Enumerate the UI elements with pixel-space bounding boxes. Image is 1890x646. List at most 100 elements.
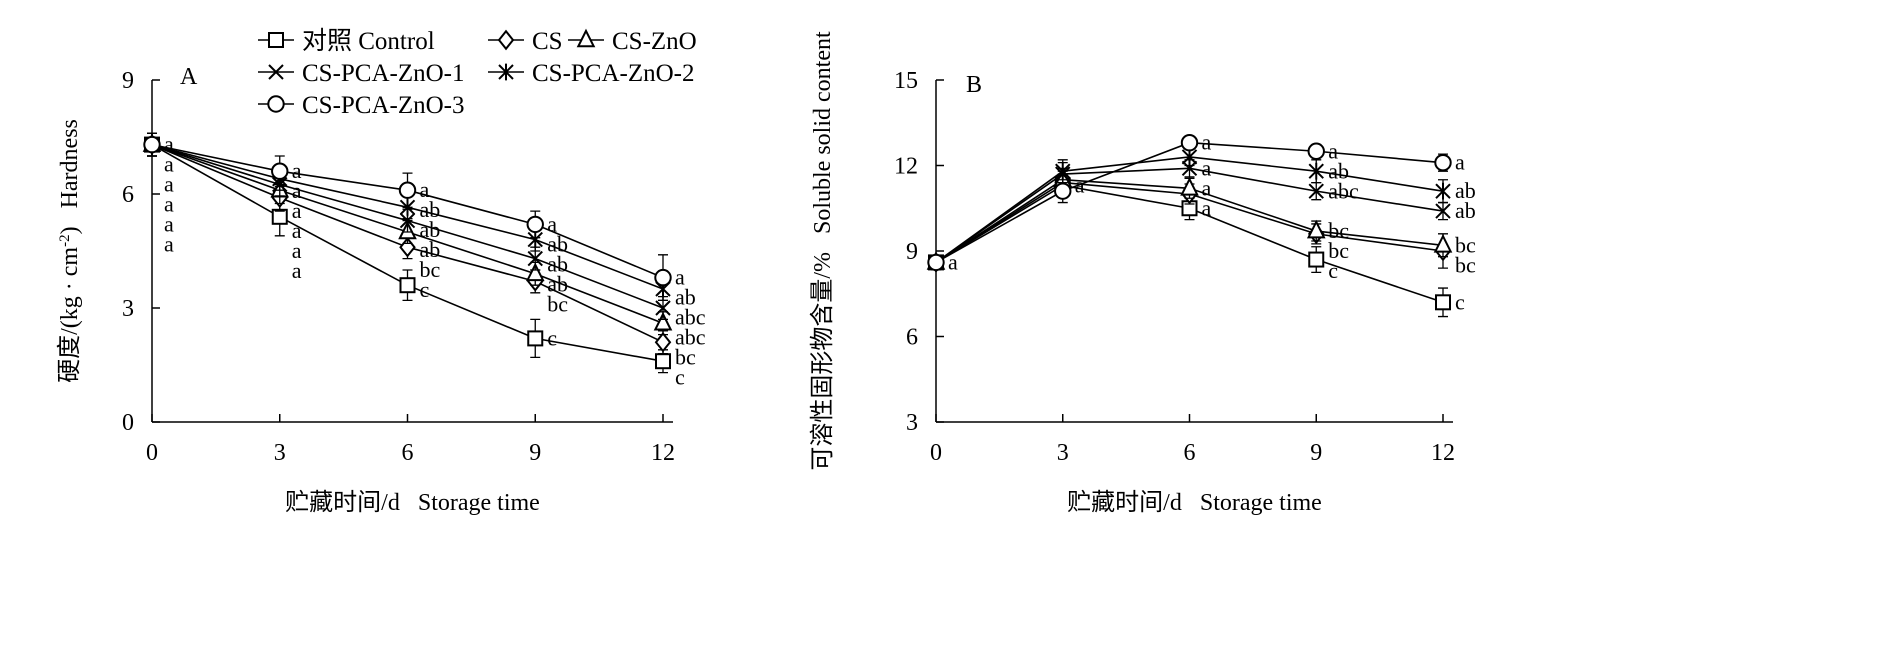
panel-letter: A (180, 64, 198, 90)
significance-label: c (1328, 258, 1338, 283)
data-point (271, 208, 288, 225)
x-axis-title-cn: 贮藏时间/d (1067, 489, 1182, 516)
legend-item: CS-PCA-ZnO-3 (258, 92, 465, 119)
x-axis-title-cn: 贮藏时间/d (285, 489, 400, 516)
significance-label: bc (1328, 218, 1349, 243)
data-point (1307, 142, 1325, 160)
significance-label: a (164, 152, 174, 177)
y-tick-label: 3 (906, 410, 918, 436)
legend-marker (576, 28, 596, 48)
x-axis-title: 贮藏时间/d Storage time (285, 489, 540, 516)
significance-label: ab (675, 285, 696, 310)
legend: 对照 Control CS CS-ZnO CS-PCA-ZnO-1 CS-PCA-ZnO… (258, 27, 697, 119)
legend-item: 对照 Control (258, 27, 435, 55)
significance-label: ab (420, 217, 441, 242)
significance-label: a (164, 192, 174, 217)
x-tick-label: 6 (1184, 440, 1196, 466)
significance-label: a (164, 172, 174, 197)
significance-label: ab (547, 271, 568, 296)
significance-label: c (420, 277, 430, 302)
legend-label: CS (532, 28, 563, 55)
significance-label: a (420, 177, 430, 202)
significance-label: a (292, 198, 302, 223)
legend-label: 对照 Control (302, 27, 435, 55)
y-axis-title-sup: -2 (57, 234, 73, 247)
significance-label: bc (1455, 252, 1476, 277)
data-point (654, 268, 672, 287)
legend-marker (497, 29, 515, 51)
significance-label: a (1202, 175, 1212, 200)
y-tick-label: 12 (894, 154, 918, 180)
x-axis-title-en: Storage time (1200, 490, 1322, 516)
y-tick-label: 15 (894, 68, 918, 94)
data-point (1308, 183, 1324, 199)
legend-item: CS-PCA-ZnO-2 (488, 60, 695, 87)
legend-item: CS (488, 28, 563, 55)
significance-label: a (164, 212, 174, 237)
significance-label: a (164, 132, 174, 157)
y-axis-title: 硬度/(kg · cm-2) Hardness (56, 119, 83, 383)
legend-marker (267, 95, 285, 113)
significance-label: a (948, 249, 958, 274)
data-point (1306, 219, 1326, 239)
y-axis-title-cn: 硬度/(kg · cm (56, 247, 83, 383)
data-point (1308, 251, 1325, 268)
legend-marker (268, 32, 284, 48)
data-point (527, 250, 543, 267)
significance-label: ab (547, 251, 568, 276)
y-tick-label: 0 (122, 410, 134, 436)
legend-label: CS-ZnO (612, 28, 697, 55)
significance-label: abc (675, 305, 706, 330)
x-axis-title: 贮藏时间/d Storage time (1067, 489, 1322, 516)
data-point (527, 330, 544, 347)
data-point (1181, 160, 1198, 177)
significance-label: ab (1455, 178, 1476, 203)
x-tick-label: 6 (402, 440, 414, 466)
data-point (271, 162, 289, 180)
significance-label: a (292, 218, 302, 243)
significance-label: a (547, 211, 557, 236)
data-point (1435, 203, 1451, 219)
x-tick-label: 12 (1431, 440, 1455, 466)
y-axis-title-end: ) (57, 226, 83, 234)
significance-label: bc (547, 291, 568, 316)
significance-label: bc (675, 345, 696, 370)
y-tick-label: 6 (122, 182, 134, 208)
y-tick-label: 6 (906, 325, 918, 351)
significance-label: a (292, 158, 302, 183)
significance-label: bc (420, 257, 441, 282)
legend-marker (268, 64, 284, 80)
data-point (1055, 162, 1071, 180)
significance-label: a (1202, 130, 1212, 155)
data-point (1180, 176, 1199, 196)
series-circle (927, 134, 1452, 272)
y-tick-label: 9 (122, 68, 134, 94)
significance-label: ab (420, 197, 441, 222)
significance-label: bc (1328, 238, 1349, 263)
data-point (399, 212, 416, 229)
data-point (399, 277, 416, 294)
series-circle (143, 132, 672, 302)
significance-label: a (1075, 172, 1085, 197)
significance-label: ab (1328, 158, 1349, 183)
x-tick-label: 3 (274, 440, 286, 466)
panel-letter: B (966, 72, 982, 98)
significance-label: a (675, 265, 685, 290)
significance-label: c (547, 325, 557, 350)
data-point (525, 262, 545, 282)
significance-label: a (1328, 138, 1338, 163)
significance-label: ab (420, 237, 441, 262)
y-tick-label: 3 (122, 296, 134, 322)
x-tick-label: 9 (529, 440, 541, 466)
significance-label: bc (1455, 232, 1476, 257)
x-axis-title-en: Storage time (418, 490, 540, 516)
data-point (1054, 182, 1072, 200)
significance-label: ab (1455, 198, 1476, 223)
data-point (1435, 294, 1451, 311)
significance-label: a (164, 232, 174, 257)
data-point (1434, 153, 1452, 172)
data-point (653, 311, 673, 331)
y-axis-title-en: Hardness (57, 119, 83, 208)
